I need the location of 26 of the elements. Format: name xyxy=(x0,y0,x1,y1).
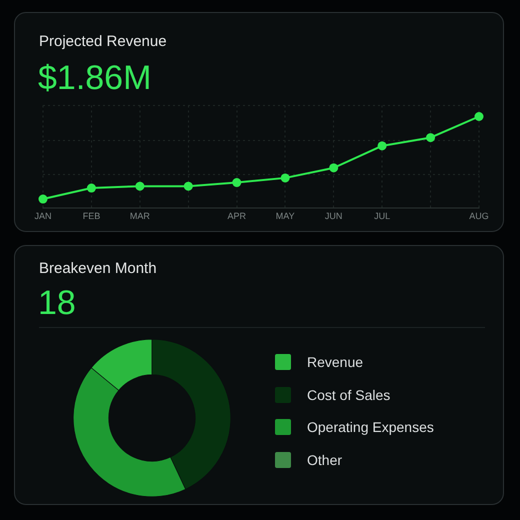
point xyxy=(232,178,242,188)
point xyxy=(135,182,144,191)
x-tick-label: MAY xyxy=(276,211,295,222)
point xyxy=(38,194,48,204)
x-tick-label: JUL xyxy=(374,211,390,222)
text: $1.86M xyxy=(38,59,152,98)
text: 18 xyxy=(38,284,76,323)
point xyxy=(426,133,436,142)
legend-label: Other xyxy=(307,452,342,468)
x-tick-label: APR xyxy=(228,211,247,222)
chart-title: Breakeven Month xyxy=(39,260,157,277)
x-tick-label: FEB xyxy=(82,211,100,222)
x-tick-label: JAN xyxy=(34,211,52,222)
legend-label: Operating Expenses xyxy=(307,419,434,436)
legend-label: Revenue xyxy=(307,354,364,370)
legend-label: Cost of Sales xyxy=(307,386,390,403)
x-tick-label: AUG xyxy=(469,211,489,222)
point xyxy=(184,182,193,191)
x-tick-label: JUN xyxy=(324,211,342,222)
chart-title: Projected Revenue xyxy=(39,33,167,50)
point xyxy=(474,112,484,122)
point xyxy=(329,163,338,172)
point xyxy=(86,184,96,193)
point xyxy=(280,173,290,182)
point xyxy=(378,141,387,150)
x-tick-label: MAR xyxy=(130,211,150,222)
